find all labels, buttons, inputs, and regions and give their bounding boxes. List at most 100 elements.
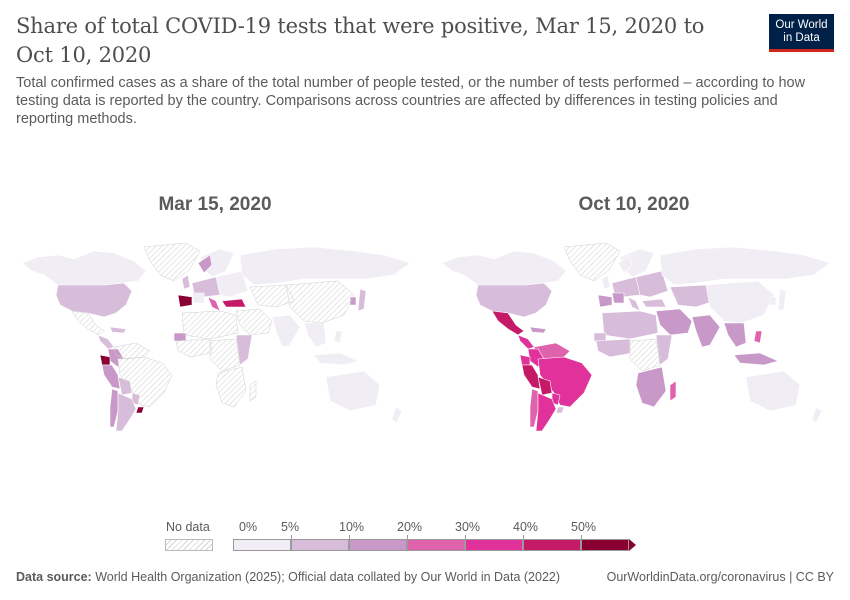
no-data-outline [249, 284, 295, 308]
logo-text-line2: in Data [783, 32, 820, 44]
no-data-outline [629, 338, 661, 372]
country-peru[interactable] [101, 364, 121, 390]
country-philippines[interactable] [753, 330, 763, 344]
country-russia[interactable] [239, 246, 411, 286]
legend-bin-swatch[interactable] [233, 539, 291, 551]
country-korea[interactable] [349, 296, 357, 306]
country-senegal[interactable] [173, 332, 187, 342]
country-uk[interactable] [601, 274, 611, 290]
country-central-africa[interactable] [209, 338, 241, 372]
country-uruguay[interactable] [555, 406, 565, 414]
country-west-africa[interactable] [595, 338, 633, 358]
map-title-mar: Mar 15, 2020 [158, 194, 272, 215]
no-data-outline [235, 308, 273, 336]
footer-source-text[interactable]: World Health Organization (2025); Offici… [95, 570, 561, 584]
country-usa[interactable] [475, 282, 553, 318]
legend-tick-label: 40% [513, 520, 539, 534]
country-turkey[interactable] [641, 298, 667, 308]
country-philippines[interactable] [333, 330, 343, 344]
country-argentina[interactable] [535, 392, 557, 432]
country-india[interactable] [691, 314, 721, 348]
country-north-america[interactable] [441, 250, 567, 290]
no-data-outline [117, 356, 173, 408]
legend-bin-swatch[interactable] [349, 539, 407, 551]
country-france[interactable] [611, 292, 625, 304]
country-india[interactable] [271, 314, 301, 348]
country-southern-africa[interactable] [635, 366, 667, 408]
country-central-asia[interactable] [669, 284, 715, 308]
country-central-america[interactable] [517, 334, 535, 350]
country-senegal[interactable] [593, 332, 607, 342]
country-ecuador[interactable] [519, 354, 531, 366]
country-madagascar[interactable] [669, 380, 677, 402]
color-legend: No data 0% 5% 10% 20% 30% 40% 50% [0, 515, 850, 555]
world-map-mar[interactable] [14, 235, 420, 435]
country-usa[interactable] [55, 282, 133, 318]
no-data-outline [143, 242, 201, 282]
country-north-africa[interactable] [601, 310, 659, 340]
country-indonesia[interactable] [313, 352, 359, 366]
legend-bin-swatch[interactable] [291, 539, 349, 551]
legend-tick-label: 10% [339, 520, 365, 534]
country-china[interactable] [285, 280, 355, 324]
no-data-outline [285, 280, 355, 324]
country-mexico[interactable] [491, 310, 525, 336]
country-west-africa[interactable] [175, 338, 213, 358]
owid-logo[interactable]: Our World in Data [769, 14, 834, 52]
country-chile[interactable] [109, 388, 119, 428]
chart-title: Share of total COVID-19 tests that were … [16, 14, 705, 67]
country-china[interactable] [705, 280, 775, 324]
country-italy[interactable] [207, 296, 221, 312]
world-map-oct[interactable] [434, 235, 840, 435]
country-russia[interactable] [659, 246, 831, 286]
country-argentina[interactable] [115, 392, 137, 432]
country-australia[interactable] [745, 370, 801, 412]
country-spain[interactable] [177, 294, 193, 308]
country-southeast-asia[interactable] [723, 322, 747, 348]
country-southern-africa[interactable] [215, 366, 247, 408]
country-middle-east[interactable] [655, 308, 693, 336]
footer-source-label: Data source: [16, 570, 92, 584]
country-uruguay[interactable] [135, 406, 145, 414]
no-data-outline [563, 242, 621, 282]
legend-tick-mark [407, 535, 408, 539]
legend-tick-mark [291, 535, 292, 539]
country-eastern-europe[interactable] [215, 270, 249, 298]
country-france[interactable] [191, 292, 205, 304]
country-north-america[interactable] [21, 250, 147, 290]
country-greenland[interactable] [563, 242, 621, 282]
country-central-america[interactable] [97, 334, 115, 350]
country-caribbean[interactable] [109, 326, 127, 334]
country-peru[interactable] [521, 364, 541, 390]
country-greenland[interactable] [143, 242, 201, 282]
country-new-zealand[interactable] [811, 406, 823, 424]
country-korea[interactable] [769, 296, 777, 306]
legend-bin-swatch[interactable] [581, 539, 629, 551]
country-turkey[interactable] [221, 298, 247, 308]
country-ecuador[interactable] [99, 354, 111, 366]
country-southeast-asia[interactable] [303, 322, 327, 348]
country-italy[interactable] [627, 296, 641, 312]
legend-tick-mark [465, 535, 466, 539]
footer-url[interactable]: OurWorldinData.org/coronavirus | CC BY [606, 570, 834, 584]
country-indonesia[interactable] [733, 352, 779, 366]
country-eastern-europe[interactable] [635, 270, 669, 298]
country-spain[interactable] [597, 294, 613, 308]
no-data-outline [181, 310, 239, 340]
country-caribbean[interactable] [529, 326, 547, 334]
country-norway[interactable] [617, 254, 633, 274]
legend-no-data-swatch[interactable] [165, 539, 213, 551]
country-japan[interactable] [357, 288, 367, 312]
country-central-africa[interactable] [629, 338, 661, 372]
country-japan[interactable] [777, 288, 787, 312]
country-norway[interactable] [197, 254, 213, 274]
country-middle-east[interactable] [235, 308, 273, 336]
country-madagascar[interactable] [249, 380, 257, 402]
legend-bin-swatch[interactable] [523, 539, 581, 551]
legend-bin-swatch[interactable] [407, 539, 465, 551]
country-uk[interactable] [181, 274, 191, 290]
country-australia[interactable] [325, 370, 381, 412]
country-chile[interactable] [529, 388, 539, 428]
legend-bin-swatch[interactable] [465, 539, 523, 551]
country-new-zealand[interactable] [391, 406, 403, 424]
